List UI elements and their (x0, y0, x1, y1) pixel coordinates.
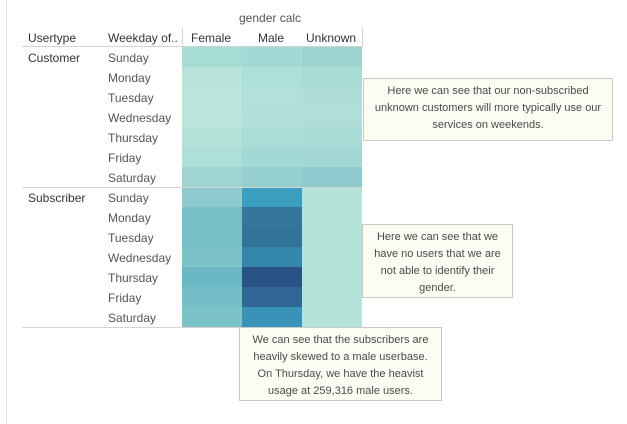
heatmap-cell-customer-saturday-unknown[interactable] (302, 167, 362, 187)
row-label-saturday[interactable]: Saturday (108, 171, 157, 185)
heatmap-cell-subscriber-wednesday-female[interactable] (182, 247, 242, 267)
heatmap-cell-subscriber-monday-male[interactable] (242, 207, 302, 227)
heatmap-cell-subscriber-sunday-female[interactable] (182, 187, 242, 207)
row-header-weekday[interactable]: Weekday of.. (108, 31, 178, 45)
heatmap-cell-customer-friday-unknown[interactable] (302, 147, 362, 167)
column-header-female[interactable]: Female (191, 31, 232, 45)
heatmap-cell-subscriber-sunday-male[interactable] (242, 187, 302, 207)
heatmap-cell-customer-thursday-male[interactable] (242, 127, 302, 147)
row-label-tuesday[interactable]: Tuesday (108, 231, 154, 245)
row-label-sunday[interactable]: Sunday (108, 51, 149, 65)
heatmap-cell-customer-friday-male[interactable] (242, 147, 302, 167)
row-label-friday[interactable]: Friday (108, 151, 142, 165)
row-label-wednesday[interactable]: Wednesday (108, 111, 172, 125)
heatmap-cell-customer-saturday-female[interactable] (182, 167, 242, 187)
heatmap-cell-subscriber-tuesday-unknown[interactable] (302, 227, 362, 247)
chart-title: gender calc (239, 11, 302, 25)
row-label-thursday[interactable]: Thursday (108, 271, 159, 285)
heatmap-cell-subscriber-friday-male[interactable] (242, 287, 302, 307)
heatmap-cell-customer-tuesday-male[interactable] (242, 87, 302, 107)
heatmap-cell-subscriber-thursday-unknown[interactable] (302, 267, 362, 287)
heatmap-cell-customer-sunday-male[interactable] (242, 47, 302, 67)
row-label-monday[interactable]: Monday (108, 71, 151, 85)
heatmap-cell-subscriber-monday-female[interactable] (182, 207, 242, 227)
table-bottom-line (22, 327, 240, 328)
heatmap-cell-customer-monday-male[interactable] (242, 67, 302, 87)
header-divider-right (362, 27, 363, 47)
heatmap-cell-subscriber-thursday-female[interactable] (182, 267, 242, 287)
heatmap-cell-customer-friday-female[interactable] (182, 147, 242, 167)
row-label-friday[interactable]: Friday (108, 291, 142, 305)
heatmap-cell-subscriber-saturday-female[interactable] (182, 307, 242, 327)
heatmap-cell-customer-tuesday-unknown[interactable] (302, 87, 362, 107)
annotation-customer-weekends: Here we can see that our non-subscribed … (363, 78, 613, 141)
annotation-male-subscribers: We can see that the subscribers are heav… (239, 327, 442, 401)
chart-frame (6, 0, 627, 424)
annotation-unknown-gender: Here we can see that we have no users th… (362, 224, 513, 298)
header-underline (22, 46, 362, 47)
row-label-wednesday[interactable]: Wednesday (108, 251, 172, 265)
heatmap-cell-subscriber-friday-unknown[interactable] (302, 287, 362, 307)
heatmap-cell-subscriber-friday-female[interactable] (182, 287, 242, 307)
heatmap-cell-subscriber-saturday-unknown[interactable] (302, 307, 362, 327)
heatmap-cell-subscriber-monday-unknown[interactable] (302, 207, 362, 227)
row-header-usertype[interactable]: Usertype (28, 31, 77, 45)
row-label-monday[interactable]: Monday (108, 211, 151, 225)
row-label-tuesday[interactable]: Tuesday (108, 91, 154, 105)
heatmap-cell-subscriber-tuesday-female[interactable] (182, 227, 242, 247)
heatmap-cell-subscriber-sunday-unknown[interactable] (302, 187, 362, 207)
heatmap-cell-customer-wednesday-unknown[interactable] (302, 107, 362, 127)
heatmap-cell-subscriber-tuesday-male[interactable] (242, 227, 302, 247)
row-label-saturday[interactable]: Saturday (108, 311, 157, 325)
heatmap-cell-customer-thursday-female[interactable] (182, 127, 242, 147)
row-label-thursday[interactable]: Thursday (108, 131, 159, 145)
column-header-unknown[interactable]: Unknown (306, 31, 357, 45)
heatmap-cell-customer-monday-female[interactable] (182, 67, 242, 87)
group-label-customer[interactable]: Customer (28, 51, 81, 65)
heatmap-cell-customer-wednesday-female[interactable] (182, 107, 242, 127)
heatmap-cell-subscriber-thursday-male[interactable] (242, 267, 302, 287)
heatmap-cell-subscriber-saturday-male[interactable] (242, 307, 302, 327)
heatmap-cell-customer-wednesday-male[interactable] (242, 107, 302, 127)
heatmap-cell-customer-sunday-female[interactable] (182, 47, 242, 67)
column-header-male[interactable]: Male (258, 31, 285, 45)
group-label-subscriber[interactable]: Subscriber (28, 191, 86, 205)
heatmap-cell-customer-saturday-male[interactable] (242, 167, 302, 187)
row-label-sunday[interactable]: Sunday (108, 191, 149, 205)
heatmap-cell-customer-monday-unknown[interactable] (302, 67, 362, 87)
heatmap-cell-customer-sunday-unknown[interactable] (302, 47, 362, 67)
heatmap-cell-subscriber-wednesday-male[interactable] (242, 247, 302, 267)
heatmap-cell-subscriber-wednesday-unknown[interactable] (302, 247, 362, 267)
group-divider (22, 187, 362, 188)
header-divider-left (182, 27, 183, 47)
heatmap-cell-customer-tuesday-female[interactable] (182, 87, 242, 107)
heatmap-cell-customer-thursday-unknown[interactable] (302, 127, 362, 147)
